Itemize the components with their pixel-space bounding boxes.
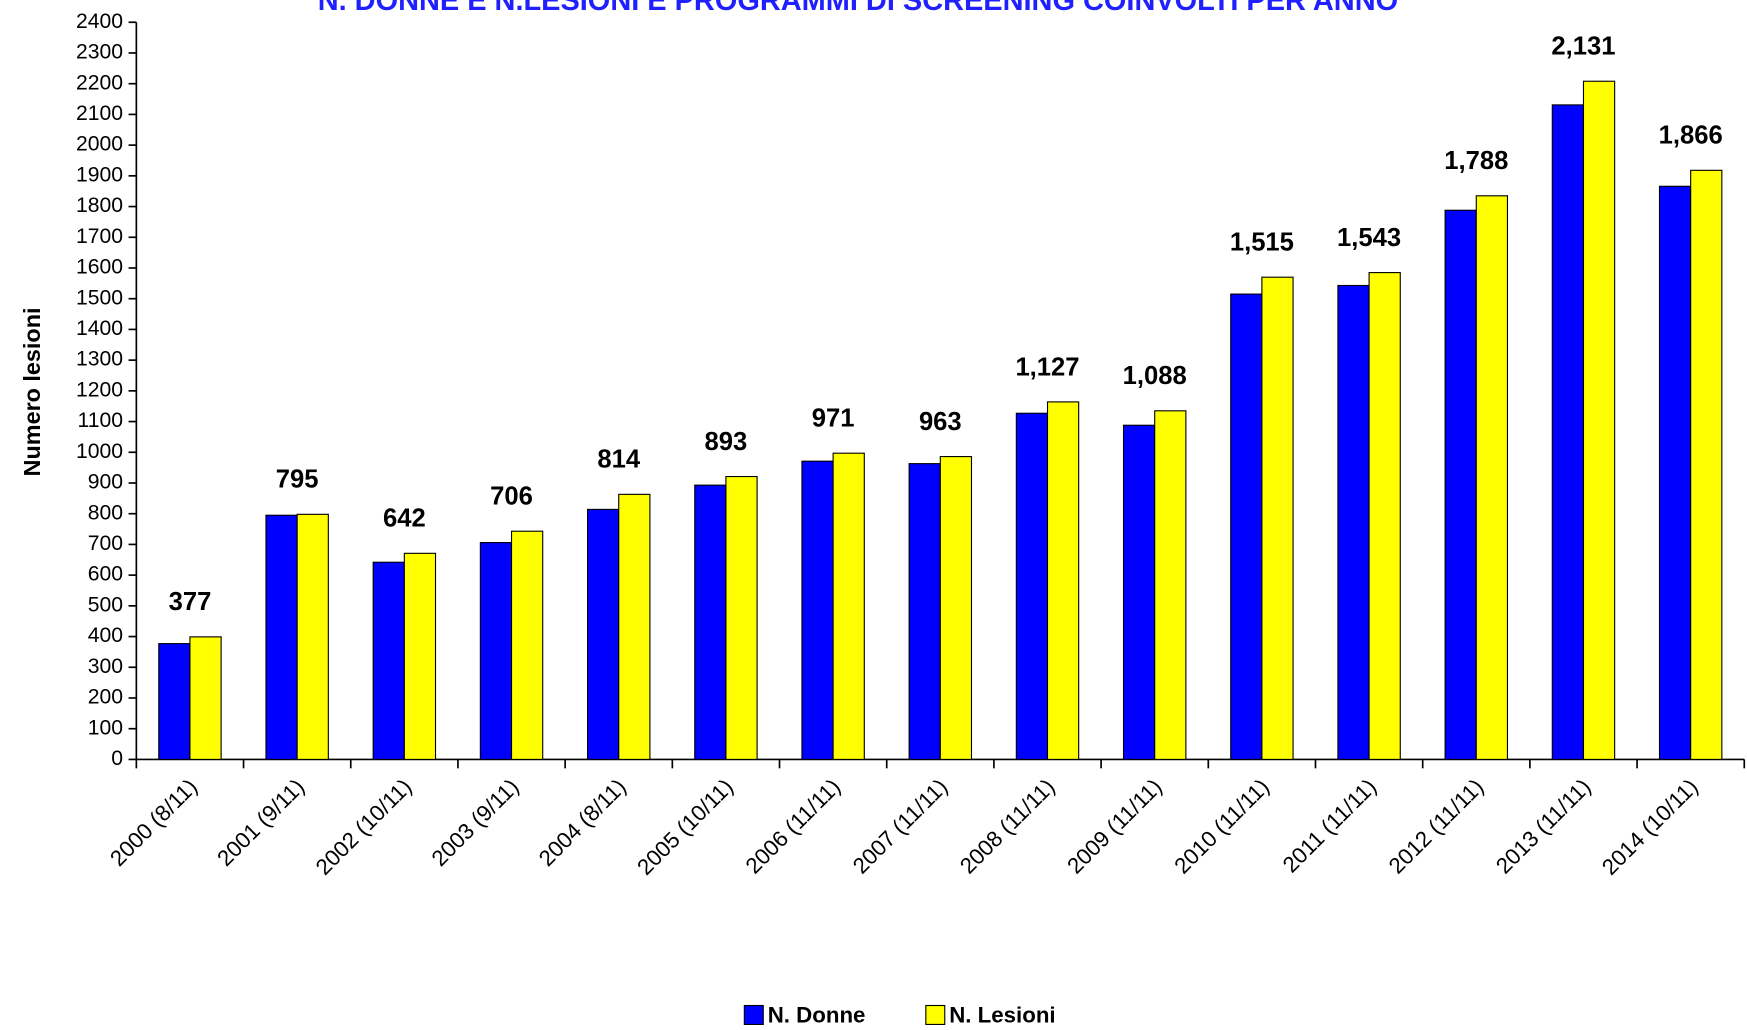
bar <box>1690 169 1723 760</box>
y-tick-label: 2300 <box>76 41 123 64</box>
value-label: 893 <box>705 428 748 456</box>
bar <box>1154 410 1187 760</box>
x-tick-label: 2009 (11/11) <box>1062 774 1167 879</box>
bar <box>296 513 329 760</box>
bar <box>510 530 544 760</box>
y-axis-title: Numero lesioni <box>19 308 45 477</box>
y-tick-label: 1500 <box>76 286 123 309</box>
bar <box>265 514 298 760</box>
bar <box>158 643 191 760</box>
x-tick-label: 2001 (9/11) <box>212 774 309 871</box>
y-tick-label: 500 <box>88 593 123 616</box>
bar <box>403 552 437 760</box>
value-label: 1,515 <box>1230 229 1294 257</box>
chart-title: N. DONNE E N.LESIONI E PROGRAMMI DI SCRE… <box>318 0 1398 17</box>
y-tick-label: 1300 <box>76 348 123 371</box>
bar <box>1475 195 1509 760</box>
y-tick-label: 1700 <box>76 225 123 248</box>
x-tick-label: 2004 (8/11) <box>534 774 631 871</box>
bar <box>1261 276 1294 760</box>
bar <box>189 636 222 760</box>
y-tick-label: 1900 <box>76 163 123 186</box>
value-label: 963 <box>919 408 962 436</box>
bar <box>1337 284 1370 760</box>
y-tick-label: 2400 <box>76 10 123 33</box>
bar <box>479 542 513 760</box>
bar <box>832 452 865 760</box>
bar <box>1230 293 1263 760</box>
y-tick-label: 300 <box>88 655 123 678</box>
x-tick-label: 2011 (11/11) <box>1278 774 1381 877</box>
value-label: 2,131 <box>1551 33 1615 61</box>
bar <box>908 463 941 760</box>
legend-swatch <box>925 1004 946 1025</box>
legend-swatch <box>743 1004 764 1025</box>
y-tick-label: 200 <box>88 686 123 709</box>
value-label: 642 <box>383 505 426 533</box>
value-label: 706 <box>490 483 533 511</box>
y-tick-label: 700 <box>88 532 123 555</box>
legend-label: N. Donne <box>768 1003 866 1028</box>
legend-label: N. Lesioni <box>949 1003 1055 1028</box>
y-tick-label: 1600 <box>76 256 123 279</box>
y-tick-label: 2100 <box>76 102 123 125</box>
y-tick-label: 900 <box>88 471 123 494</box>
y-tick-label: 400 <box>88 624 123 647</box>
y-tick-label: 0 <box>111 747 123 770</box>
value-label: 795 <box>276 466 319 494</box>
x-tick-label: 2008 (11/11) <box>955 774 1060 879</box>
x-tick-label: 2013 (11/11) <box>1491 774 1596 879</box>
x-tick-label: 2010 (11/11) <box>1169 774 1274 879</box>
bar <box>1015 412 1049 760</box>
legend: N. Donne N. Lesioni <box>743 1003 1056 1028</box>
bar <box>1368 272 1401 760</box>
value-label: 1,543 <box>1337 224 1401 252</box>
bar <box>1122 424 1156 760</box>
bar <box>1046 401 1080 760</box>
x-tick-label: 2014 (10/11) <box>1597 774 1703 880</box>
value-label: 971 <box>812 405 855 433</box>
bar <box>1658 185 1692 760</box>
y-tick-label: 1400 <box>76 317 123 340</box>
y-tick-label: 800 <box>88 501 123 524</box>
value-label: 1,866 <box>1659 122 1723 150</box>
bar <box>618 493 651 760</box>
y-tick-label: 1000 <box>76 440 123 463</box>
bar <box>939 456 973 760</box>
bar <box>372 561 405 760</box>
value-label: 814 <box>597 446 640 474</box>
value-label: 1,788 <box>1444 147 1508 175</box>
y-tick-label: 2200 <box>76 71 123 94</box>
bar <box>1582 80 1616 760</box>
y-tick-label: 1200 <box>76 378 123 401</box>
bar <box>586 508 620 760</box>
y-tick-label: 100 <box>88 716 123 739</box>
x-tick-label: 2000 (8/11) <box>105 774 202 871</box>
x-tick-label: 2012 (11/11) <box>1384 774 1489 879</box>
value-label: 1,088 <box>1123 362 1187 390</box>
value-label: 1,127 <box>1015 353 1079 381</box>
x-tick-label: 2003 (9/11) <box>427 774 524 871</box>
bar <box>801 460 834 760</box>
x-tick-label: 2006 (11/11) <box>741 774 846 879</box>
x-tick-label: 2005 (10/11) <box>632 774 738 880</box>
y-tick-label: 1100 <box>78 409 123 432</box>
bar <box>694 484 727 760</box>
value-label: 377 <box>169 588 212 616</box>
x-tick-label: 2002 (10/11) <box>311 774 417 880</box>
y-tick-label: 600 <box>88 563 123 586</box>
bar <box>1444 209 1477 760</box>
bar <box>1551 104 1585 760</box>
bar <box>725 475 758 760</box>
y-tick-label: 2000 <box>76 133 123 156</box>
y-tick-label: 1800 <box>76 194 123 217</box>
x-tick-label: 2007 (11/11) <box>848 774 953 879</box>
